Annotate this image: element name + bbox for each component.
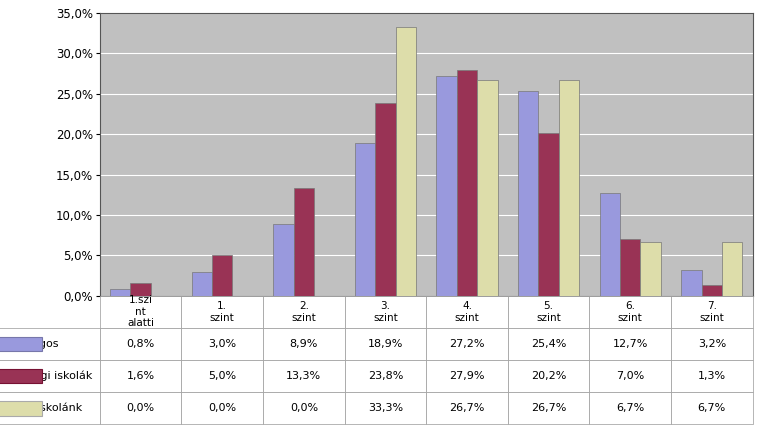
Bar: [600, 193, 620, 296]
FancyBboxPatch shape: [0, 337, 42, 351]
Bar: [131, 283, 151, 296]
Bar: [559, 80, 579, 296]
Bar: [702, 285, 722, 296]
Bar: [620, 239, 641, 296]
FancyBboxPatch shape: [0, 369, 42, 383]
Bar: [457, 70, 477, 296]
Bar: [538, 132, 559, 296]
Bar: [212, 255, 233, 296]
Bar: [110, 289, 131, 296]
Bar: [518, 90, 538, 296]
FancyBboxPatch shape: [0, 401, 42, 416]
Bar: [396, 27, 416, 296]
Bar: [293, 188, 314, 296]
Bar: [376, 103, 396, 296]
Bar: [641, 242, 660, 296]
Bar: [477, 80, 498, 296]
Bar: [273, 224, 293, 296]
Bar: [355, 143, 376, 296]
Bar: [681, 270, 702, 296]
Bar: [436, 76, 457, 296]
Bar: [192, 271, 212, 296]
Bar: [722, 242, 743, 296]
